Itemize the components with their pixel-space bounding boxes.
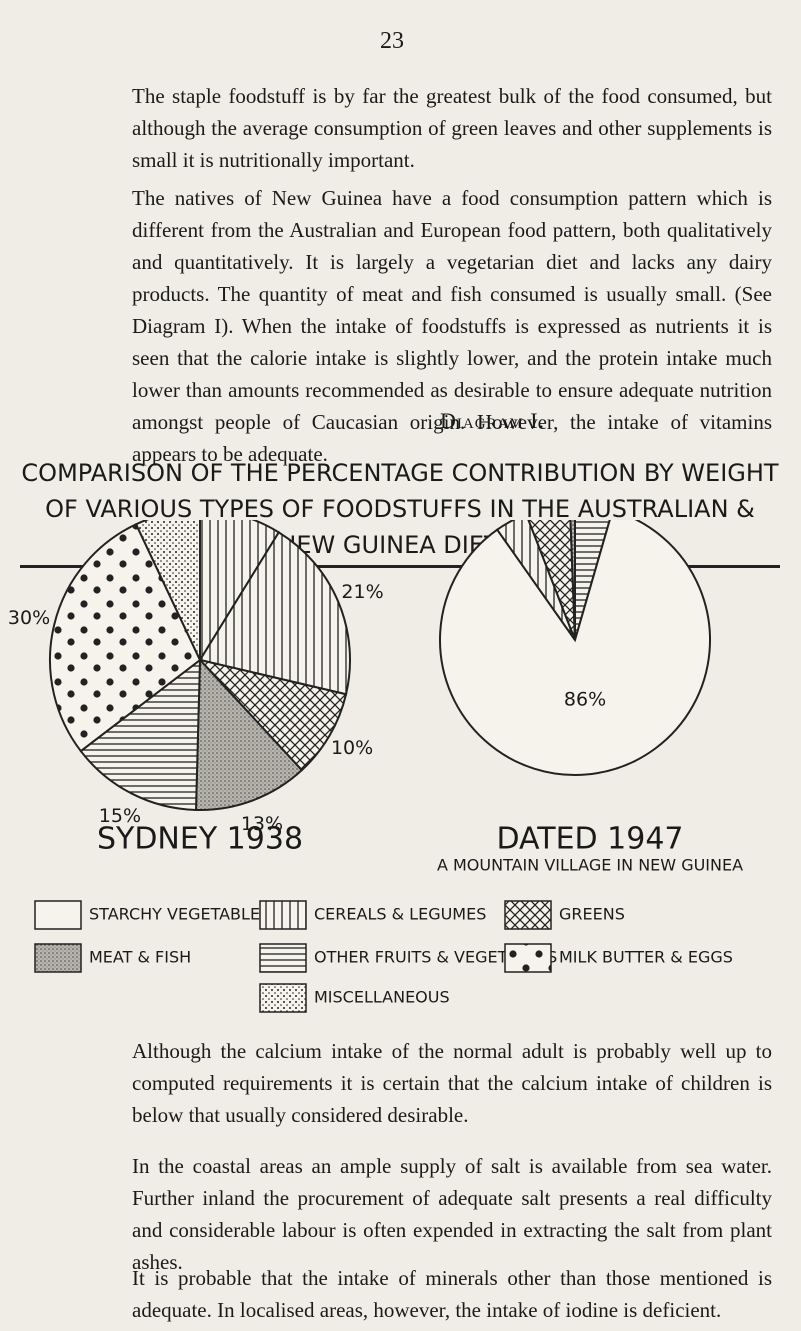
legend-label: OTHER FRUITS & VEGETABLES	[314, 948, 557, 967]
pie-slice	[134, 520, 201, 661]
slice-label: 30%	[8, 607, 50, 629]
pie-slice	[527, 520, 576, 641]
legend-swatch	[504, 900, 552, 930]
legend-swatch	[504, 943, 552, 973]
page-number: 23	[380, 28, 404, 54]
slice-label: 15%	[99, 805, 141, 827]
legend-label: MISCELLANEOUS	[314, 988, 450, 1007]
legend-label: GREENS	[559, 905, 625, 924]
paragraph: In the coastal areas an ample supply of …	[132, 1154, 772, 1274]
legend-swatch	[259, 900, 307, 930]
slice-label: 10%	[331, 737, 373, 759]
paragraph: The staple foodstuff is by far the great…	[132, 84, 772, 172]
diagram-title: COMPARISON OF THE PERCENTAGE CONTRIBUTIO…	[20, 455, 780, 568]
paragraph: It is probable that the intake of minera…	[132, 1266, 772, 1322]
paragraph: The natives of New Guinea have a food co…	[132, 186, 772, 466]
pie-slice	[194, 657, 304, 811]
legend-swatch	[34, 900, 82, 930]
legend-label: MILK BUTTER & EGGS	[559, 948, 733, 967]
legend-swatch	[34, 943, 82, 973]
pie-slice	[198, 530, 351, 696]
legend-label: CEREALS & LEGUMES	[314, 905, 486, 924]
paragraph: Although the calcium intake of the norma…	[132, 1039, 772, 1127]
charts: 9·3%21%10%13%15%30%7·4%SYDNEY 19384·5%86…	[8, 520, 743, 1013]
pie-slice	[495, 520, 576, 641]
pie-subtitle: A MOUNTAIN VILLAGE IN NEW GUINEA	[437, 856, 743, 875]
pie-title: SYDNEY 1938	[97, 822, 303, 857]
slice-label: 86%	[564, 688, 606, 710]
legend-label: STARCHY VEGETABLES	[89, 905, 270, 924]
legend-swatch	[259, 983, 307, 1013]
slice-label: 21%	[341, 581, 383, 603]
legend-label: MEAT & FISH	[89, 948, 191, 967]
pie-slice	[199, 520, 281, 664]
pie-title: DATED 1947	[496, 822, 683, 857]
pie-slice	[439, 520, 711, 776]
pie-slice	[569, 520, 576, 641]
legend-swatch	[259, 943, 307, 973]
slice-label: 13%	[241, 813, 283, 835]
pie-slice	[197, 658, 348, 772]
pie-slice	[79, 657, 202, 811]
diagram-label: Diagram I.	[440, 408, 546, 433]
